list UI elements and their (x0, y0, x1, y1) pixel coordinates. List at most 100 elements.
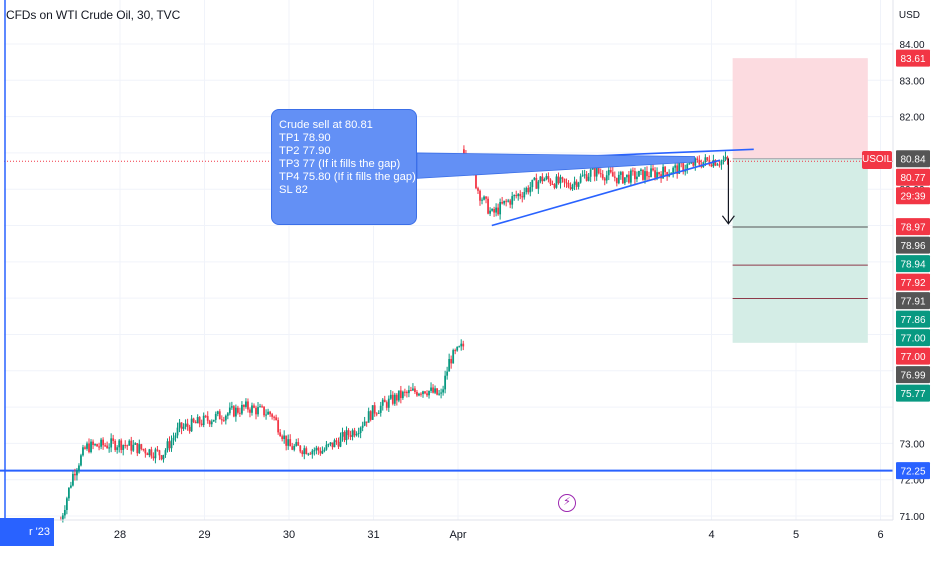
candle-body (283, 435, 286, 440)
candle-body (277, 420, 280, 433)
price-label: 77.92 (896, 273, 930, 291)
candle-body (194, 421, 197, 424)
candle-body (716, 164, 719, 166)
time-tick-label: 4 (708, 529, 714, 541)
candle-body (110, 438, 113, 448)
price-label-bg (896, 150, 930, 168)
candle-body (529, 187, 532, 193)
candle-body (273, 416, 276, 418)
candle-body (257, 407, 259, 415)
callout-line: TP3 77 (If it fills the gap) (279, 158, 401, 171)
candle-body (539, 176, 542, 182)
candle-body (230, 406, 233, 408)
price-label-text: 72.25 (900, 466, 925, 477)
candle-body (142, 448, 145, 450)
candle-body (483, 196, 485, 200)
candle-body (509, 200, 512, 205)
candle-body (309, 453, 312, 455)
candle-body (196, 417, 199, 424)
candle-body (583, 174, 586, 176)
candle-body (369, 411, 372, 420)
candle-body (226, 413, 229, 416)
candle-body (424, 391, 426, 394)
candle-body (116, 447, 119, 450)
candle-body (706, 157, 709, 160)
candle-body (102, 439, 104, 446)
candle-body (63, 510, 66, 516)
candle-body (696, 158, 699, 160)
candle-body (271, 414, 273, 417)
candle-body (323, 449, 326, 452)
candle-body (216, 411, 219, 414)
candle-body (176, 427, 179, 436)
candle-body (269, 411, 271, 415)
candle-body (188, 426, 191, 432)
candle-body (395, 394, 398, 401)
candle-body (94, 444, 96, 446)
symbol-badge[interactable]: USOIL (862, 151, 892, 169)
down-arrow-head (721, 215, 735, 225)
candle-body (418, 393, 420, 396)
candle-body (507, 200, 510, 202)
candle-body (456, 346, 459, 351)
candle-body (140, 444, 143, 449)
candle-body (220, 419, 223, 421)
candle-body (537, 181, 540, 189)
chart-title[interactable]: CFDs on WTI Crude Oil, 30, TVC (6, 8, 181, 22)
candle-body (385, 402, 388, 408)
price-tick-label: 72.00 (899, 476, 924, 487)
time-tick-label: 30 (283, 529, 295, 541)
price-label-text: 75.77 (900, 389, 925, 400)
candle-body (567, 182, 570, 188)
candle-body (184, 423, 187, 427)
price-label-bg (896, 255, 930, 273)
candle-body (347, 430, 350, 436)
lightning-event-icon[interactable]: ⚡ (558, 494, 576, 512)
candle-body (190, 418, 193, 432)
trend-drawings (416, 148, 754, 227)
candle-body (198, 417, 201, 424)
candle-body (501, 202, 504, 204)
candle-body (287, 439, 290, 446)
candle-body (100, 439, 102, 447)
candle-body (329, 442, 332, 445)
price-tick-label: 73.00 (899, 439, 924, 450)
candle-body (485, 196, 487, 199)
price-label: 72.25 (896, 462, 930, 480)
price-label-bg (896, 310, 930, 328)
candle-body (170, 440, 173, 449)
candle-body (638, 170, 640, 177)
candle-body (222, 419, 225, 421)
candle-body (623, 177, 626, 184)
time-tick-label: 31 (367, 529, 379, 541)
candle-body (136, 443, 139, 454)
candle-body (381, 399, 384, 406)
wedge-lower-line (491, 159, 721, 227)
price-label: 76.99 (896, 366, 930, 384)
candle-body (166, 441, 169, 451)
candle-body (154, 449, 157, 459)
candle-body (106, 445, 109, 449)
candle-body (377, 412, 380, 414)
candle-body (489, 210, 491, 214)
candle-body (640, 169, 642, 171)
candle-body (295, 442, 298, 446)
candle-body (460, 343, 463, 347)
candle-body (104, 445, 107, 447)
candle-body (405, 391, 408, 394)
trade-callout-note[interactable]: Crude sell at 80.81 TP1 78.90 TP2 77.90 … (271, 109, 417, 225)
candle-body (146, 453, 149, 456)
candle-body (531, 179, 534, 188)
candle-body (389, 394, 392, 399)
candle-body (114, 440, 117, 450)
candle-body (463, 149, 465, 155)
candle-body (491, 209, 493, 211)
candle-body (92, 441, 94, 445)
candle-body (607, 170, 610, 176)
candle-body (200, 423, 203, 425)
candle-body (519, 194, 522, 197)
price-tick-label: 83.00 (899, 76, 924, 87)
candle-body (90, 441, 92, 453)
price-label-text: 80.77 (900, 173, 925, 184)
